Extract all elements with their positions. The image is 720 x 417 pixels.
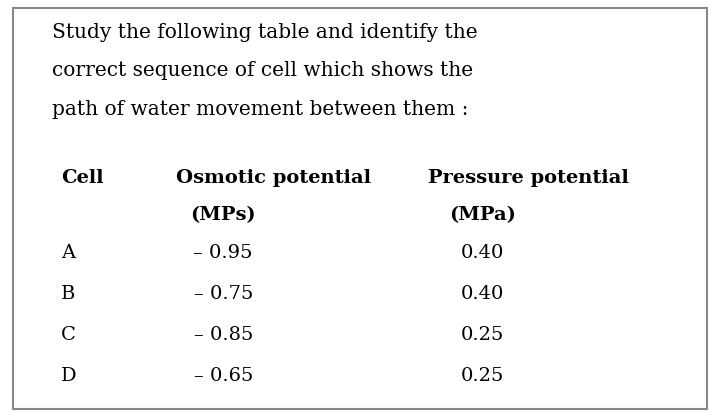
Text: – 0.75: – 0.75 (194, 285, 253, 303)
Text: A: A (61, 244, 76, 262)
Text: (MPs): (MPs) (190, 206, 256, 224)
Text: correct sequence of cell which shows the: correct sequence of cell which shows the (52, 61, 473, 80)
Text: – 0.95: – 0.95 (194, 244, 253, 262)
Text: 0.25: 0.25 (461, 367, 504, 384)
Text: Study the following table and identify the: Study the following table and identify t… (52, 23, 477, 42)
Text: – 0.85: – 0.85 (194, 326, 253, 344)
Text: C: C (61, 326, 76, 344)
Text: path of water movement between them :: path of water movement between them : (52, 100, 468, 119)
Text: Cell: Cell (61, 169, 104, 187)
Text: Pressure potential: Pressure potential (428, 169, 629, 187)
Text: B: B (61, 285, 76, 303)
Text: Osmotic potential: Osmotic potential (176, 169, 372, 187)
Text: (MPa): (MPa) (449, 206, 516, 224)
Text: D: D (61, 367, 77, 384)
Text: 0.40: 0.40 (461, 244, 504, 262)
Text: 0.25: 0.25 (461, 326, 504, 344)
Text: – 0.65: – 0.65 (194, 367, 253, 384)
Text: 0.40: 0.40 (461, 285, 504, 303)
